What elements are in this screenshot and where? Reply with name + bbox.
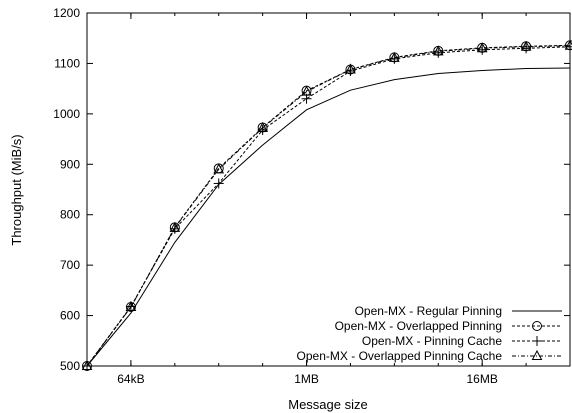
legend-marker-2 <box>532 321 542 331</box>
data-point-series-4 <box>257 121 268 132</box>
data-point-series-4 <box>389 51 400 62</box>
data-point-series-4 <box>432 45 444 56</box>
data-point-series-4 <box>125 300 137 311</box>
legend-label-1: Open-MX - Regular Pinning <box>355 304 502 318</box>
data-point-series-4 <box>520 40 532 51</box>
series-line-3 <box>86 46 571 367</box>
y-tick-label: 900 <box>60 157 80 171</box>
data-point-series-4 <box>345 63 356 74</box>
y-tick-label: 700 <box>60 258 80 272</box>
legend-marker-4 <box>531 349 543 360</box>
y-tick-label: 1200 <box>53 6 80 20</box>
y-axis-label: Throughput (MiB/s) <box>9 134 24 245</box>
x-tick-label: 16MB <box>467 372 498 386</box>
axis-ticks: 500 600 700 800 900 1000 1100 1200 64kB 1MB 16MB <box>53 6 571 386</box>
data-point-series-4 <box>81 359 93 370</box>
series-line-2 <box>86 44 571 367</box>
legend-label-2: Open-MX - Overlapped Pinning <box>335 319 502 333</box>
series-lines <box>81 39 572 371</box>
x-tick-label: 64kB <box>117 372 144 386</box>
legend-label-4: Open-MX - Overlapped Pinning Cache <box>297 349 503 363</box>
x-tick-label: 1MB <box>294 372 319 386</box>
y-tick-label: 500 <box>60 359 80 373</box>
legend-label-3: Open-MX - Pinning Cache <box>362 334 502 348</box>
x-axis-label: Message size <box>288 397 367 412</box>
y-tick-label: 1100 <box>54 56 80 70</box>
y-tick-label: 800 <box>60 208 80 222</box>
legend-marker-3 <box>532 336 542 346</box>
data-point-series-4 <box>476 42 488 53</box>
plot-frame <box>86 12 571 367</box>
y-tick-label: 1000 <box>53 107 80 121</box>
data-point-series-4 <box>169 221 181 232</box>
data-point-series-3 <box>213 178 224 189</box>
series-line-1 <box>86 67 571 367</box>
series-line-4 <box>86 45 571 367</box>
data-point-series-4 <box>301 85 312 96</box>
data-point-series-4 <box>213 163 225 174</box>
y-tick-label: 600 <box>60 309 80 323</box>
data-point-series-4 <box>564 39 572 50</box>
